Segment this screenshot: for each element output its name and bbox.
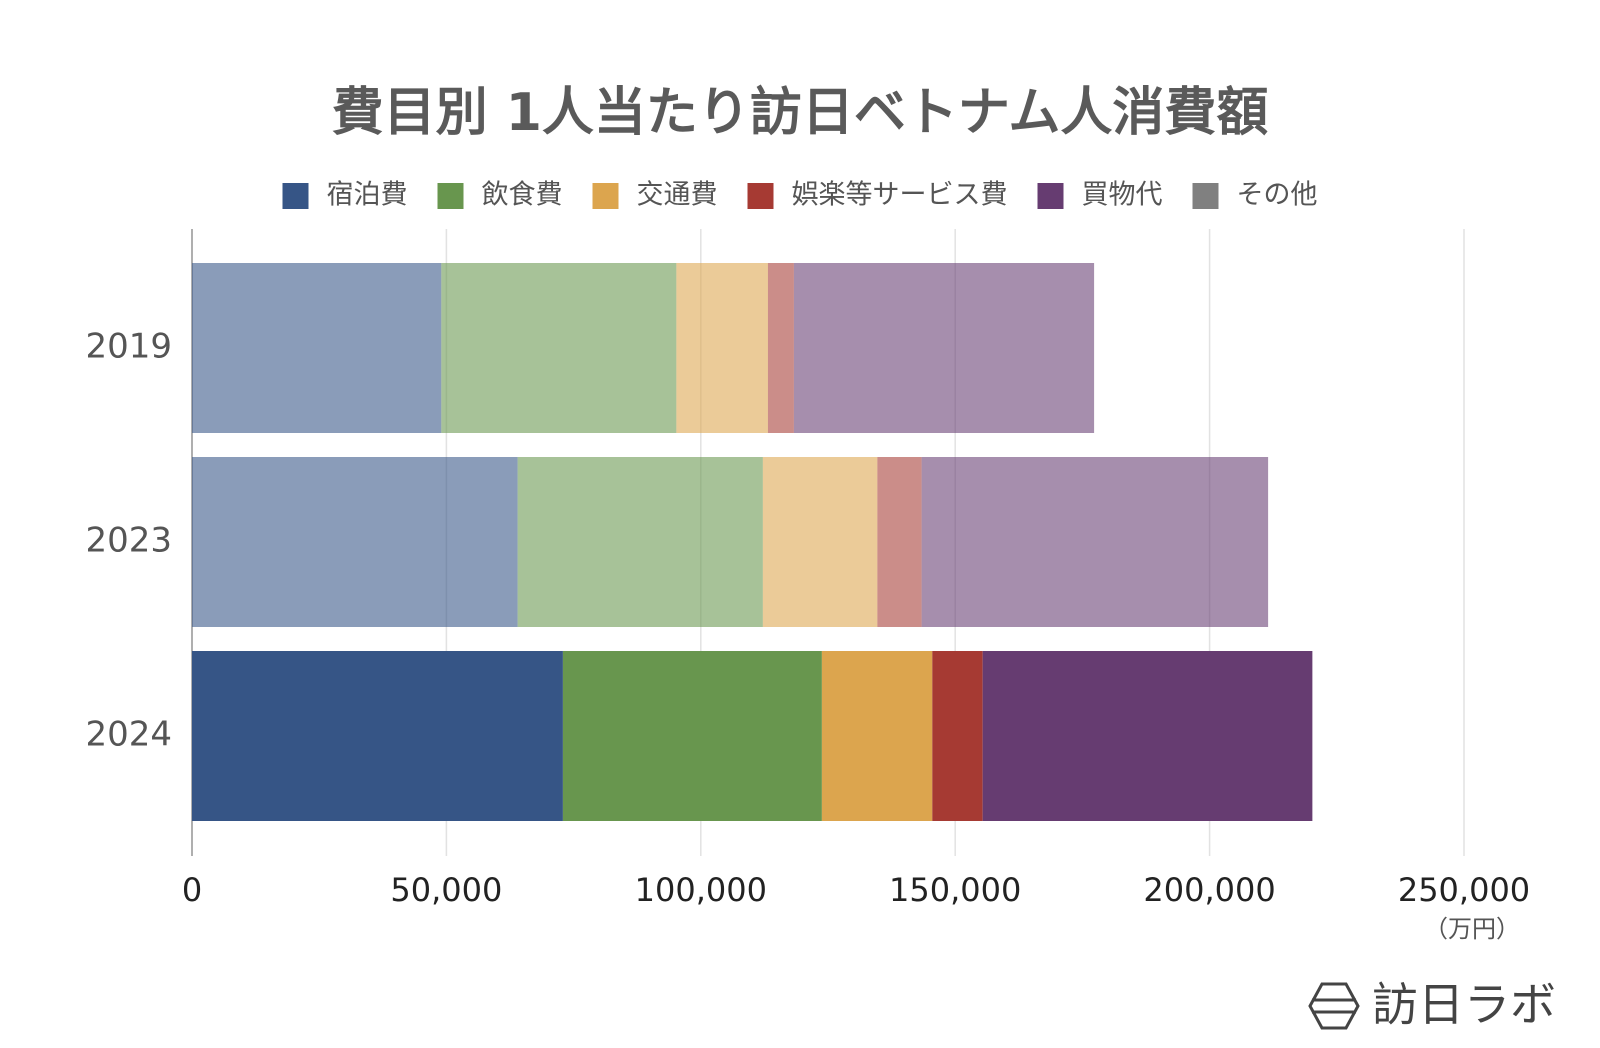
bar-segment bbox=[767, 263, 794, 433]
bar-segment bbox=[921, 457, 1269, 627]
bar-segment bbox=[192, 263, 442, 433]
bar-segment bbox=[192, 457, 518, 627]
y-tick-label: 2024 bbox=[85, 715, 172, 755]
y-tick-label: 2019 bbox=[85, 327, 172, 367]
legend-swatch bbox=[437, 183, 464, 209]
legend-label: 交通費 bbox=[637, 180, 718, 211]
legend-label: 買物代 bbox=[1082, 180, 1163, 211]
logo-icon bbox=[1308, 982, 1360, 1030]
x-tick-label: 150,000 bbox=[889, 871, 1021, 909]
x-tick-label: 250,000 bbox=[1398, 871, 1530, 909]
bar-segment bbox=[982, 651, 1313, 821]
bar-segment bbox=[192, 651, 563, 821]
legend: 宿泊費 飲食費 交通費 娯楽等サービス費 買物代 その他 bbox=[282, 180, 1318, 211]
bar-segment bbox=[877, 457, 922, 627]
legend-label: 宿泊費 bbox=[327, 180, 408, 211]
logo: 訪日ラボ bbox=[1308, 978, 1556, 1032]
legend-label: 飲食費 bbox=[482, 180, 563, 211]
bar-segment bbox=[821, 651, 933, 821]
bar-segment bbox=[562, 651, 822, 821]
legend-label: 娯楽等サービス費 bbox=[792, 180, 1008, 211]
legend-label: その他 bbox=[1237, 180, 1318, 211]
logo-text: 訪日ラボ bbox=[1372, 978, 1556, 1032]
bar-segment bbox=[762, 457, 878, 627]
bar-segment bbox=[676, 263, 768, 433]
legend-swatch bbox=[1037, 183, 1064, 209]
legend-swatch bbox=[282, 183, 309, 209]
bar-segment bbox=[932, 651, 983, 821]
legend-swatch bbox=[592, 183, 619, 209]
x-unit: （万円） bbox=[1424, 915, 1520, 943]
bar-segment bbox=[517, 457, 763, 627]
bar-segment bbox=[441, 263, 677, 433]
y-tick-label: 2023 bbox=[85, 521, 172, 561]
legend-swatch bbox=[747, 183, 774, 209]
bar-segment bbox=[793, 263, 1095, 433]
x-tick-label: 50,000 bbox=[390, 871, 502, 909]
x-tick-label: 100,000 bbox=[635, 871, 767, 909]
x-tick-label: 200,000 bbox=[1143, 871, 1275, 909]
legend-swatch bbox=[1192, 183, 1219, 209]
x-tick-label: 0 bbox=[182, 871, 202, 909]
chart-title: 費目別 1人当たり訪日ベトナム人消費額 bbox=[332, 83, 1269, 143]
